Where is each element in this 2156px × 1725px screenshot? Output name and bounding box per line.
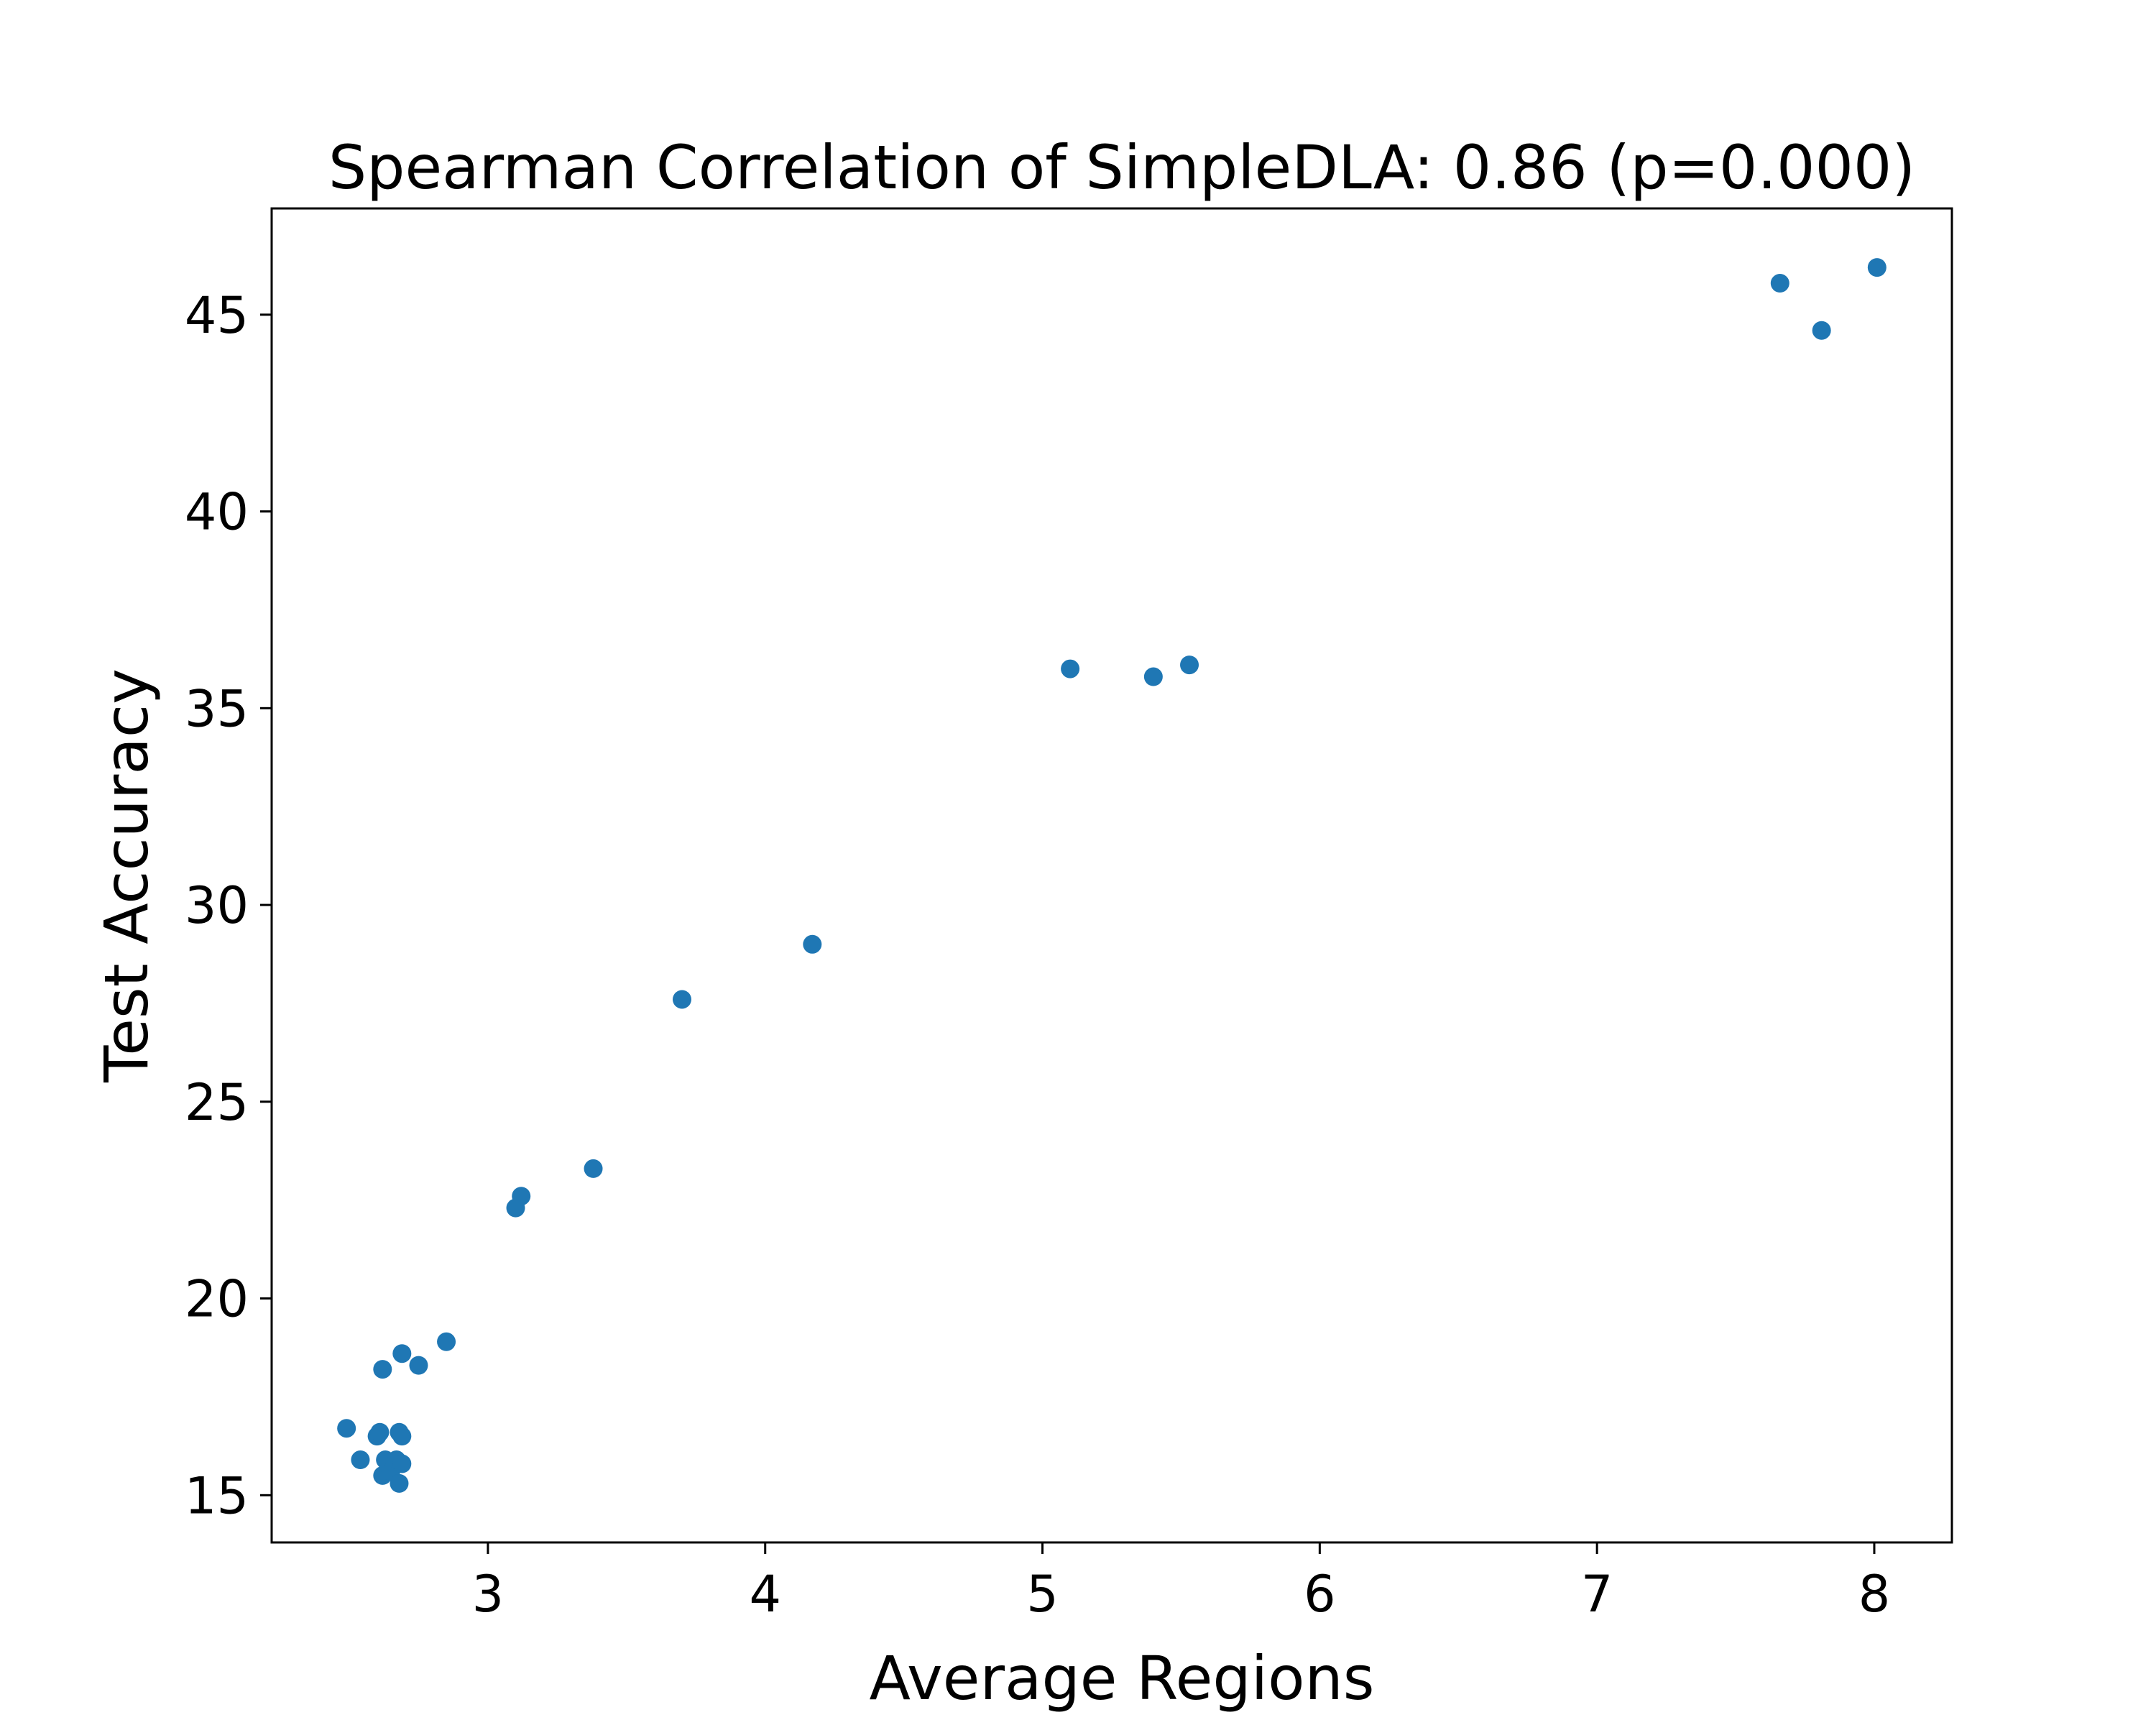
data-point-23 [1143, 667, 1163, 686]
y-tick-label: 35 [185, 679, 249, 738]
y-tick-label: 30 [185, 876, 249, 935]
x-tick-label: 6 [1304, 1565, 1336, 1624]
data-point-3 [370, 1422, 390, 1442]
x-tick-label: 4 [749, 1565, 781, 1624]
data-point-14 [392, 1344, 412, 1363]
points-layer [337, 258, 1886, 1493]
y-tick-label: 20 [185, 1270, 249, 1329]
y-tick-label: 15 [185, 1466, 249, 1525]
data-point-20 [672, 990, 691, 1009]
chart-title: Spearman Correlation of SimpleDLA: 0.86 … [328, 132, 1915, 203]
data-point-18 [512, 1187, 531, 1206]
data-point-26 [1812, 321, 1831, 340]
x-axis-label: Average Regions [870, 1643, 1375, 1714]
data-point-0 [337, 1419, 356, 1438]
data-point-22 [1061, 659, 1080, 678]
data-point-11 [390, 1473, 409, 1493]
y-tick-label: 25 [185, 1073, 249, 1132]
x-tick-label: 3 [472, 1565, 505, 1624]
y-axis-label: Test Accuracy [91, 668, 162, 1083]
x-tick-label: 5 [1026, 1565, 1059, 1624]
data-point-4 [373, 1360, 392, 1379]
data-point-21 [803, 934, 822, 954]
plot-frame [270, 207, 1953, 1544]
data-point-12 [392, 1427, 412, 1446]
x-axis-ticks: 3 4 5 6 7 8 [472, 1542, 1891, 1624]
x-tick-label: 8 [1858, 1565, 1891, 1624]
x-tick-label: 7 [1581, 1565, 1613, 1624]
data-point-16 [437, 1332, 456, 1351]
data-point-13 [392, 1454, 412, 1473]
y-tick-label: 40 [185, 483, 249, 542]
data-point-15 [409, 1356, 428, 1375]
data-point-1 [351, 1450, 370, 1470]
y-axis-ticks: 15 20 25 30 35 40 45 [185, 286, 272, 1525]
data-point-25 [1770, 274, 1789, 293]
data-point-19 [584, 1159, 603, 1178]
data-point-24 [1180, 656, 1199, 675]
data-point-27 [1867, 258, 1886, 277]
y-tick-label: 45 [185, 286, 249, 345]
